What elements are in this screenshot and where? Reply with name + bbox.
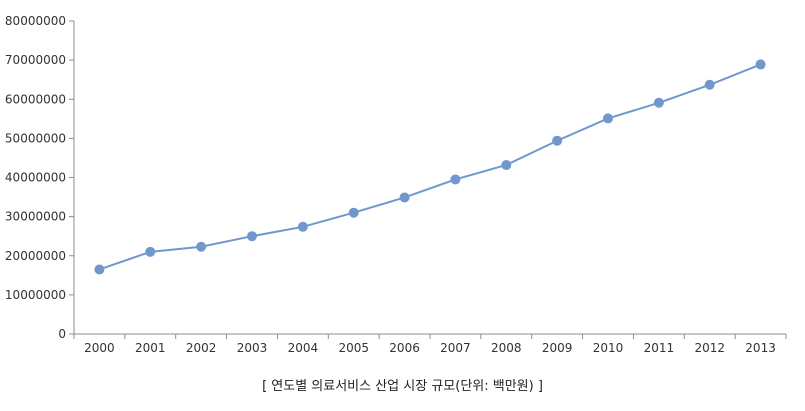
x-tick-label: 2008 (491, 341, 522, 355)
x-tick-label: 2007 (440, 341, 471, 355)
y-tick-label: 70000000 (5, 53, 66, 67)
x-tick-label: 2013 (745, 341, 776, 355)
x-tick-label: 2009 (542, 341, 573, 355)
data-point (501, 159, 512, 170)
x-tick-label: 2002 (186, 341, 217, 355)
y-tick-label: 50000000 (5, 131, 66, 145)
x-tick-label: 2011 (644, 341, 675, 355)
data-point (247, 231, 257, 242)
y-tick-label: 0 (58, 327, 66, 341)
y-tick-label: 20000000 (5, 249, 66, 263)
x-tick-label: 2012 (694, 341, 725, 355)
data-point (196, 241, 207, 252)
data-point (297, 221, 308, 232)
x-tick-label: 2000 (84, 341, 115, 355)
data-point (653, 97, 664, 108)
series-group (94, 59, 766, 275)
y-tick-label: 60000000 (5, 92, 66, 106)
data-point (755, 59, 766, 70)
y-tick-label: 80000000 (5, 14, 66, 28)
x-tick-label: 2006 (389, 341, 420, 355)
series-line (99, 63, 761, 271)
x-axis-ticks: 2000 2001 2002 2003 2004 2005 2006 2007 2008 2009… (73, 334, 787, 355)
data-point (603, 113, 613, 124)
data-point (552, 135, 563, 146)
y-tick-label: 10000000 (5, 288, 66, 302)
y-tick-label: 30000000 (5, 210, 66, 224)
axes (73, 21, 786, 335)
data-point (94, 264, 105, 275)
data-point (145, 246, 156, 257)
x-tick-label: 2005 (338, 341, 369, 355)
y-axis-ticks: 0 10000000 20000000 30000000 40000000 5000000… (5, 14, 74, 341)
y-tick-label: 40000000 (5, 171, 66, 185)
x-tick-label: 2001 (135, 341, 166, 355)
data-point (704, 79, 715, 90)
line-chart: 0 10000000 20000000 30000000 40000000 5000000… (5, 14, 787, 355)
x-tick-label: 2004 (288, 341, 319, 355)
x-tick-label: 2003 (237, 341, 268, 355)
data-point (348, 207, 359, 218)
data-point (450, 174, 461, 185)
chart-caption: [ 연도별 의료서비스 산업 시장 규모(단위: 백만원) ] (262, 379, 543, 394)
x-tick-label: 2010 (593, 341, 624, 355)
data-point (399, 192, 410, 203)
